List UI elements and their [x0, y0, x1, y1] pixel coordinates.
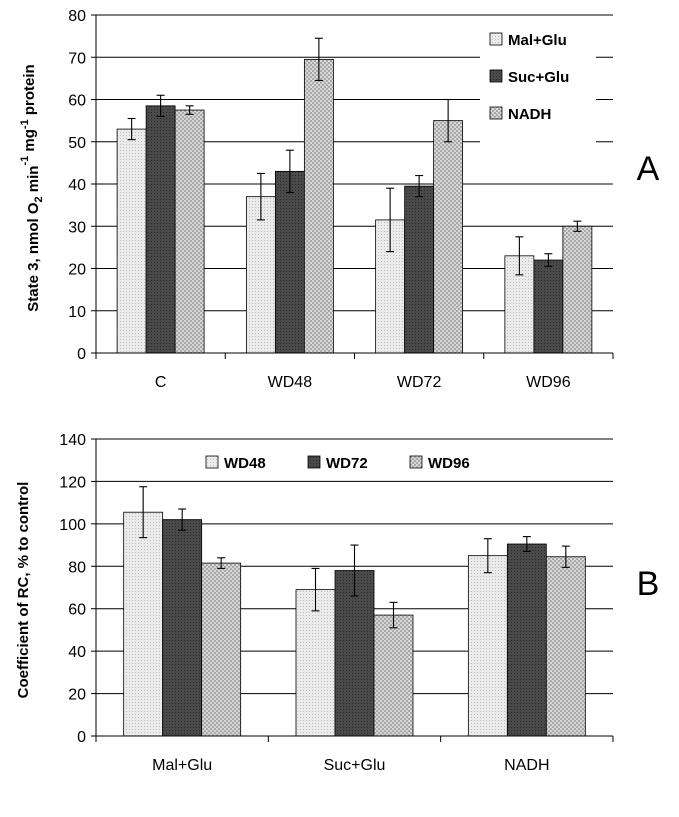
y-tick-label: 20 [68, 262, 86, 279]
bar [562, 225, 593, 354]
legend-label: Mal+Glu [508, 32, 567, 49]
y-tick-label: 20 [68, 687, 86, 704]
y-tick-label: 0 [77, 346, 86, 363]
x-tick-label: WD96 [526, 374, 571, 391]
y-tick-label: 60 [68, 602, 86, 619]
bar [545, 556, 586, 737]
y-tick-label: 10 [68, 304, 86, 321]
bar [533, 259, 564, 354]
panel-label-b: B [637, 565, 660, 603]
x-tick-label: C [155, 374, 167, 391]
bar [116, 128, 147, 354]
bar [274, 170, 305, 354]
y-tick-label: 40 [68, 177, 86, 194]
y-axis-title-a: State 3, nmol O2 min-1 mg-1 protein [19, 64, 45, 311]
x-tick-label: WD72 [397, 374, 442, 391]
y-tick-label: 100 [59, 517, 86, 534]
x-tick-label: Suc+Glu [324, 757, 386, 774]
legend-label: WD72 [326, 455, 368, 472]
legend-box [196, 446, 526, 478]
legend-swatch [489, 106, 503, 120]
y-tick-label: 60 [68, 93, 86, 110]
y-tick-label: 80 [68, 8, 86, 25]
bar [467, 555, 508, 737]
legend-label: WD96 [428, 455, 470, 472]
legend-swatch [205, 455, 219, 469]
legend-label: NADH [508, 106, 551, 123]
bar [404, 185, 435, 354]
y-tick-label: 120 [59, 474, 86, 491]
legend-swatch [489, 69, 503, 83]
bar [433, 120, 464, 354]
bar [162, 519, 203, 737]
legend-label: Suc+Glu [508, 69, 569, 86]
chart-rc-coefficient: 0 20 40 60 80 100 120 140 Mal+Glu Suc+Glu NADH WD48… [59, 432, 614, 774]
panel-label-a: A [637, 150, 660, 188]
bar [334, 570, 375, 737]
y-tick-label: 0 [77, 729, 86, 746]
x-tick-label: NADH [504, 757, 549, 774]
bar [295, 589, 336, 737]
bar [174, 109, 205, 354]
bar [506, 543, 547, 737]
y-axis-title-b: Coefficient of RC, % to control [15, 482, 32, 699]
bar [123, 511, 164, 737]
legend-label: WD48 [224, 455, 266, 472]
y-tick-label: 50 [68, 135, 86, 152]
bar [303, 58, 334, 354]
legend-swatch [307, 455, 321, 469]
legend-swatch [489, 32, 503, 46]
bar [201, 562, 242, 737]
chart-state3: 0 10 20 30 40 50 60 70 80 C WD48 WD72 WD96 Mal+Glu Suc… [68, 8, 614, 391]
x-tick-label: WD48 [268, 374, 313, 391]
y-tick-label: 70 [68, 50, 86, 67]
x-tick-label: Mal+Glu [152, 757, 212, 774]
y-tick-label: 140 [59, 432, 86, 449]
bar [373, 614, 414, 737]
y-tick-label: 80 [68, 559, 86, 576]
legend-swatch [409, 455, 423, 469]
y-tick-label: 40 [68, 644, 86, 661]
bar [145, 105, 176, 354]
y-tick-label: 30 [68, 219, 86, 236]
